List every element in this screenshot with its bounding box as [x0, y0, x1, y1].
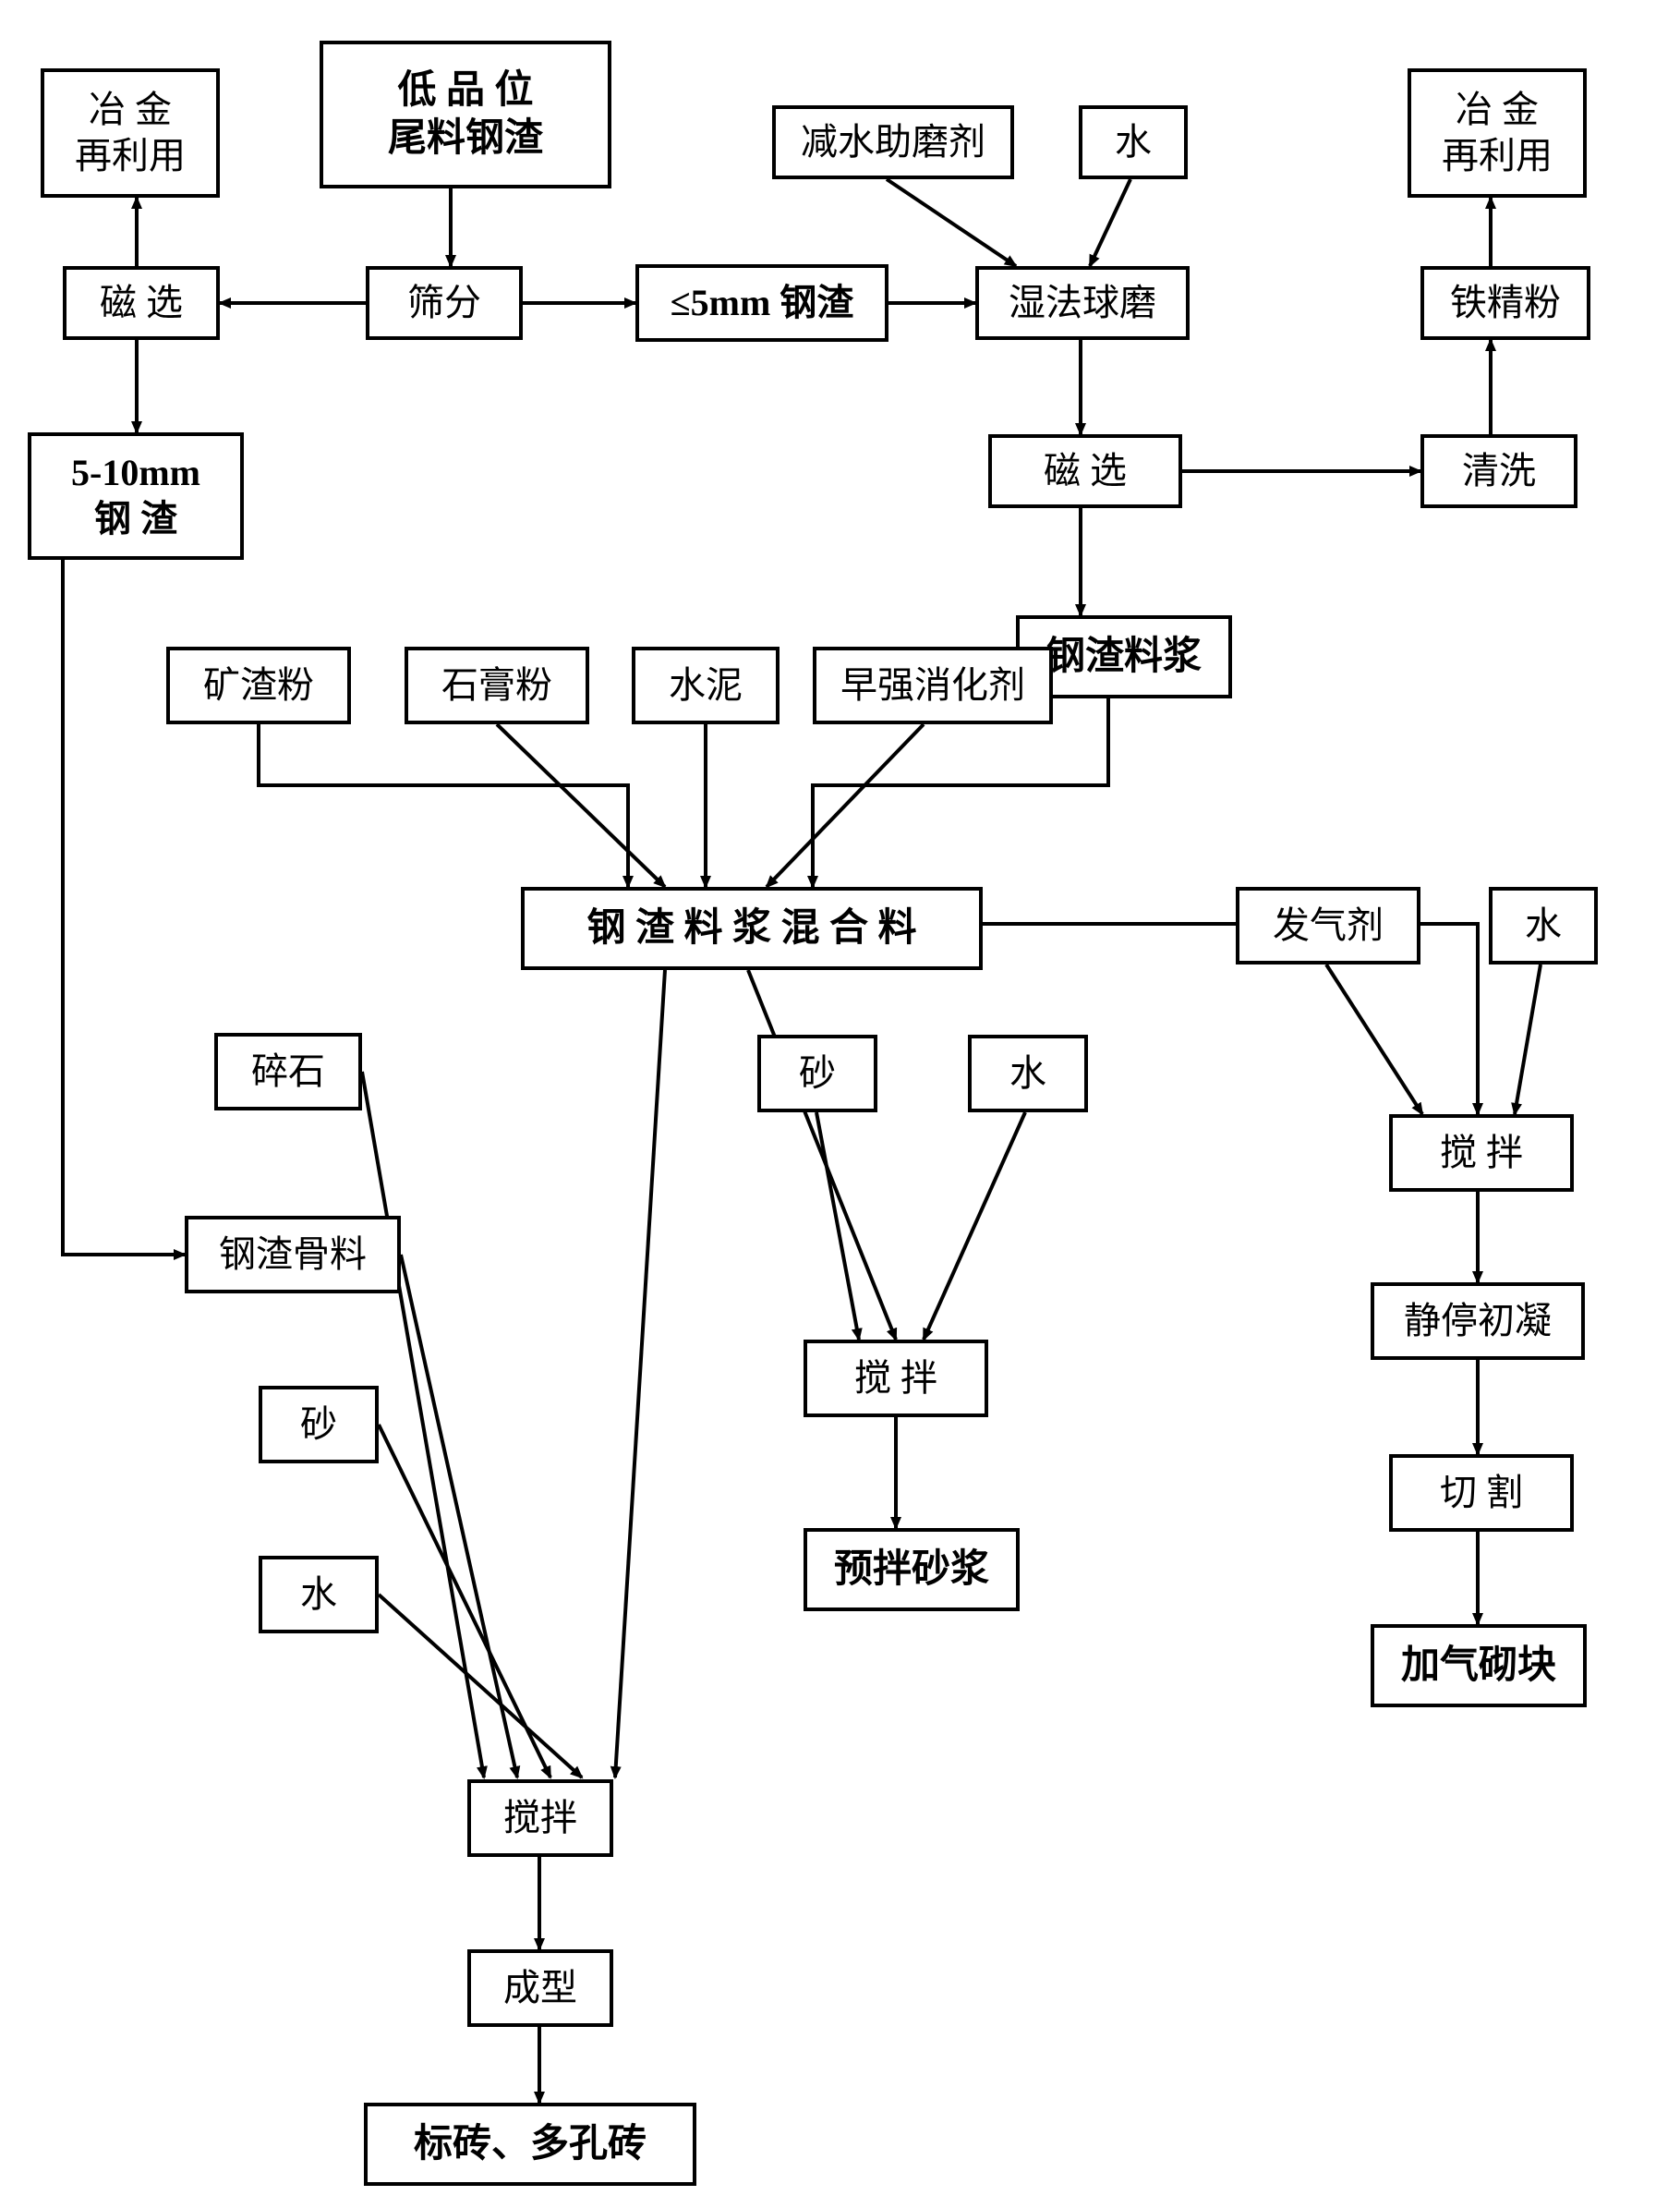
- node-label: 铁精粉: [1450, 280, 1561, 326]
- node-ore_slag_powder: 矿渣粉: [166, 647, 351, 724]
- node-label: 冶 金 再利用: [1442, 87, 1553, 179]
- arrow: [379, 1425, 550, 1777]
- node-stir_right: 搅 拌: [1389, 1114, 1574, 1192]
- node-gypsum_powder: 石膏粉: [405, 647, 589, 724]
- arrow: [767, 724, 924, 887]
- node-label: 磁 选: [100, 280, 183, 326]
- node-early_strength: 早强消化剂: [813, 647, 1053, 724]
- node-sand_left: 砂: [259, 1386, 379, 1463]
- node-label: 成型: [503, 1965, 577, 2011]
- node-iron_powder: 铁精粉: [1420, 266, 1590, 340]
- node-label: ≤5mm 钢渣: [671, 280, 854, 326]
- node-water_top: 水: [1079, 105, 1188, 179]
- node-label: 低 品 位 尾料钢渣: [388, 67, 543, 164]
- node-water_right: 水: [1489, 887, 1598, 964]
- node-clean: 清洗: [1420, 434, 1577, 508]
- node-crushed_stone: 碎石: [214, 1033, 362, 1110]
- node-label: 搅拌: [503, 1795, 577, 1841]
- node-title: 低 品 位 尾料钢渣: [320, 41, 611, 188]
- arrow: [1090, 179, 1130, 266]
- node-label: 砂: [300, 1401, 337, 1448]
- node-label: 冶 金 再利用: [75, 87, 186, 179]
- node-label: 水: [1009, 1050, 1046, 1097]
- node-label: 早强消化剂: [840, 662, 1025, 709]
- arrow: [816, 1112, 859, 1340]
- node-screen: 筛分: [366, 266, 523, 340]
- node-brick: 标砖、多孔砖: [364, 2103, 696, 2186]
- arrow: [615, 970, 665, 1777]
- node-label: 加气砌块: [1401, 1642, 1556, 1691]
- node-water_left: 水: [259, 1556, 379, 1633]
- node-magsel_right: 磁 选: [988, 434, 1182, 508]
- diagram-stage: 冶 金 再利用低 品 位 尾料钢渣减水助磨剂水冶 金 再利用磁 选筛分≤5mm …: [0, 0, 1680, 2208]
- arrow: [813, 698, 1108, 887]
- node-wet_ballmill: 湿法球磨: [975, 266, 1190, 340]
- node-water_mid: 水: [968, 1035, 1088, 1112]
- node-mixture: 钢 渣 料 浆 混 合 料: [521, 887, 983, 970]
- node-slag_5_10: 5-10mm 钢 渣: [28, 432, 244, 560]
- node-label: 水: [1115, 119, 1152, 165]
- node-metallurgy_reuse_left: 冶 金 再利用: [41, 68, 220, 198]
- node-label: 5-10mm 钢 渣: [71, 450, 200, 542]
- node-aerated_block: 加气砌块: [1371, 1624, 1587, 1707]
- node-label: 清洗: [1462, 448, 1536, 494]
- arrow: [924, 1112, 1025, 1340]
- node-initial_set: 静停初凝: [1371, 1282, 1585, 1360]
- node-label: 筛分: [407, 280, 481, 326]
- arrow: [497, 724, 665, 887]
- node-metallurgy_reuse_right: 冶 金 再利用: [1408, 68, 1587, 198]
- node-label: 湿法球磨: [1009, 280, 1156, 326]
- node-gas_agent: 发气剂: [1236, 887, 1420, 964]
- arrow: [748, 970, 896, 1340]
- node-cement: 水泥: [632, 647, 780, 724]
- node-label: 减水助磨剂: [801, 119, 985, 165]
- arrow: [887, 179, 1016, 266]
- node-label: 砂: [799, 1050, 836, 1097]
- node-label: 水泥: [669, 662, 743, 709]
- arrow: [1326, 964, 1422, 1114]
- node-label: 钢渣料浆: [1046, 633, 1202, 682]
- arrow: [379, 1595, 582, 1777]
- node-premix_mortar: 预拌砂浆: [804, 1528, 1020, 1611]
- node-label: 标砖、多孔砖: [414, 2120, 647, 2169]
- node-label: 搅 拌: [854, 1355, 937, 1401]
- node-label: 预拌砂浆: [834, 1546, 989, 1595]
- arrow: [401, 1255, 517, 1777]
- node-water_reducer: 减水助磨剂: [772, 105, 1014, 179]
- node-slag_aggregate: 钢渣骨料: [185, 1216, 401, 1293]
- arrow: [362, 1072, 484, 1777]
- node-label: 钢 渣 料 浆 混 合 料: [586, 904, 916, 953]
- node-le5mm: ≤5mm 钢渣: [635, 264, 888, 342]
- node-label: 石膏粉: [441, 662, 552, 709]
- node-label: 水: [1525, 903, 1562, 949]
- node-label: 碎石: [251, 1049, 325, 1095]
- arrow: [1515, 964, 1541, 1114]
- node-magsel_left: 磁 选: [63, 266, 220, 340]
- node-label: 水: [300, 1571, 337, 1618]
- node-label: 磁 选: [1044, 448, 1127, 494]
- arrow: [259, 724, 628, 887]
- node-label: 切 割: [1440, 1470, 1523, 1516]
- node-label: 矿渣粉: [203, 662, 314, 709]
- node-stir_mid: 搅 拌: [804, 1340, 988, 1417]
- node-stir_left: 搅拌: [467, 1779, 613, 1857]
- node-forming: 成型: [467, 1949, 613, 2027]
- node-label: 发气剂: [1273, 903, 1384, 949]
- node-label: 搅 拌: [1440, 1130, 1523, 1176]
- node-sand_mid: 砂: [757, 1035, 877, 1112]
- node-label: 钢渣骨料: [219, 1231, 367, 1278]
- node-cut: 切 割: [1389, 1454, 1574, 1532]
- node-label: 静停初凝: [1404, 1298, 1552, 1344]
